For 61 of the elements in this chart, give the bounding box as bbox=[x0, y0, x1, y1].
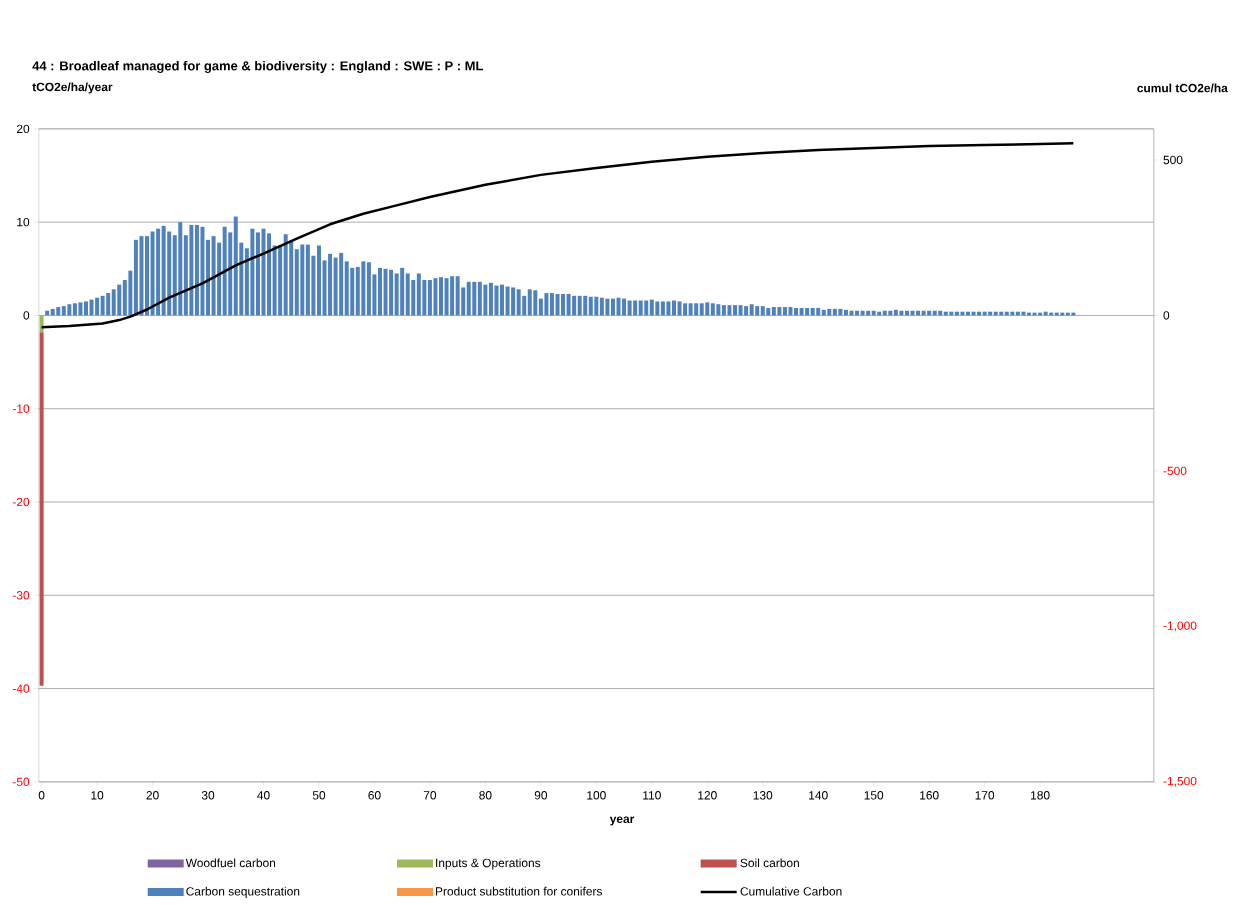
legend-label: Inputs & Operations bbox=[436, 858, 541, 870]
bar bbox=[267, 233, 272, 316]
x-axis-title: year bbox=[609, 816, 635, 826]
y-axis-title: tCO2e/ha/year bbox=[32, 82, 113, 94]
bar bbox=[843, 309, 848, 316]
bar bbox=[549, 293, 554, 316]
bar bbox=[671, 300, 676, 316]
y2-tick-label: 500 bbox=[1163, 155, 1183, 165]
x-tick-label: 180 bbox=[1031, 791, 1050, 800]
y2-tick-label: -1,500 bbox=[1163, 776, 1197, 787]
x-tick-label: 90 bbox=[534, 791, 548, 800]
y-tick-label: -10 bbox=[12, 404, 30, 413]
x-tick-label: 170 bbox=[975, 791, 995, 800]
bar bbox=[316, 245, 321, 316]
x-tick-label: 150 bbox=[864, 791, 884, 800]
bar bbox=[439, 277, 444, 316]
x-tick-label: 100 bbox=[587, 791, 606, 800]
y-tick-label: 10 bbox=[17, 217, 30, 227]
legend-label: Woodfuel carbon bbox=[185, 858, 276, 868]
x-tick-label: 70 bbox=[423, 791, 437, 800]
legend-label: Carbon sequestration bbox=[186, 886, 300, 898]
chart-title: 44 : Broadleaf managed for game & biodiversity : England : SWE : P : ML bbox=[32, 60, 483, 74]
x-tick-label: 50 bbox=[312, 791, 326, 800]
y-tick-label: -30 bbox=[12, 591, 30, 600]
y-tick-label: -50 bbox=[12, 777, 30, 787]
bar bbox=[733, 305, 737, 316]
bar bbox=[145, 236, 149, 316]
bar bbox=[794, 307, 799, 316]
x-tick-label: 130 bbox=[753, 791, 773, 800]
y2-tick-label: -500 bbox=[1163, 466, 1187, 476]
x-tick-label: 10 bbox=[91, 791, 104, 800]
x-tick-label: 20 bbox=[146, 791, 159, 800]
x-tick-label: 30 bbox=[201, 791, 215, 800]
bar bbox=[206, 239, 211, 316]
x-tick-label: 80 bbox=[479, 791, 492, 800]
line-series bbox=[40, 141, 1075, 329]
bar bbox=[561, 293, 566, 316]
x-tick-label: 60 bbox=[368, 791, 381, 800]
x-tick-label: 140 bbox=[809, 791, 828, 800]
x-tick-label: 160 bbox=[920, 791, 939, 800]
bar bbox=[83, 301, 88, 316]
y2-tick-label: -1,000 bbox=[1163, 621, 1197, 632]
y-tick-label: 20 bbox=[16, 124, 30, 134]
x-tick-label: 40 bbox=[257, 791, 270, 800]
bar bbox=[377, 267, 382, 316]
y-tick-label: -40 bbox=[12, 684, 30, 693]
legend-label: Product substitution for conifers bbox=[435, 886, 602, 896]
legend-label: Cumulative Carbon bbox=[740, 886, 842, 896]
y-tick-label: 0 bbox=[23, 311, 30, 320]
y2-tick-label: 0 bbox=[1163, 311, 1170, 320]
bar bbox=[500, 284, 505, 316]
y2-axis-title: cumul tCO2e/ha bbox=[1137, 83, 1228, 93]
bar bbox=[39, 315, 44, 333]
x-tick-label: 120 bbox=[698, 791, 717, 800]
x-tick-label: 110 bbox=[643, 791, 661, 800]
bar bbox=[39, 332, 44, 686]
legend-label: Soil carbon bbox=[740, 858, 799, 868]
bar bbox=[255, 232, 260, 316]
y-tick-label: -20 bbox=[12, 497, 30, 507]
x-tick-label: 0 bbox=[38, 791, 45, 800]
bar bbox=[610, 298, 615, 316]
